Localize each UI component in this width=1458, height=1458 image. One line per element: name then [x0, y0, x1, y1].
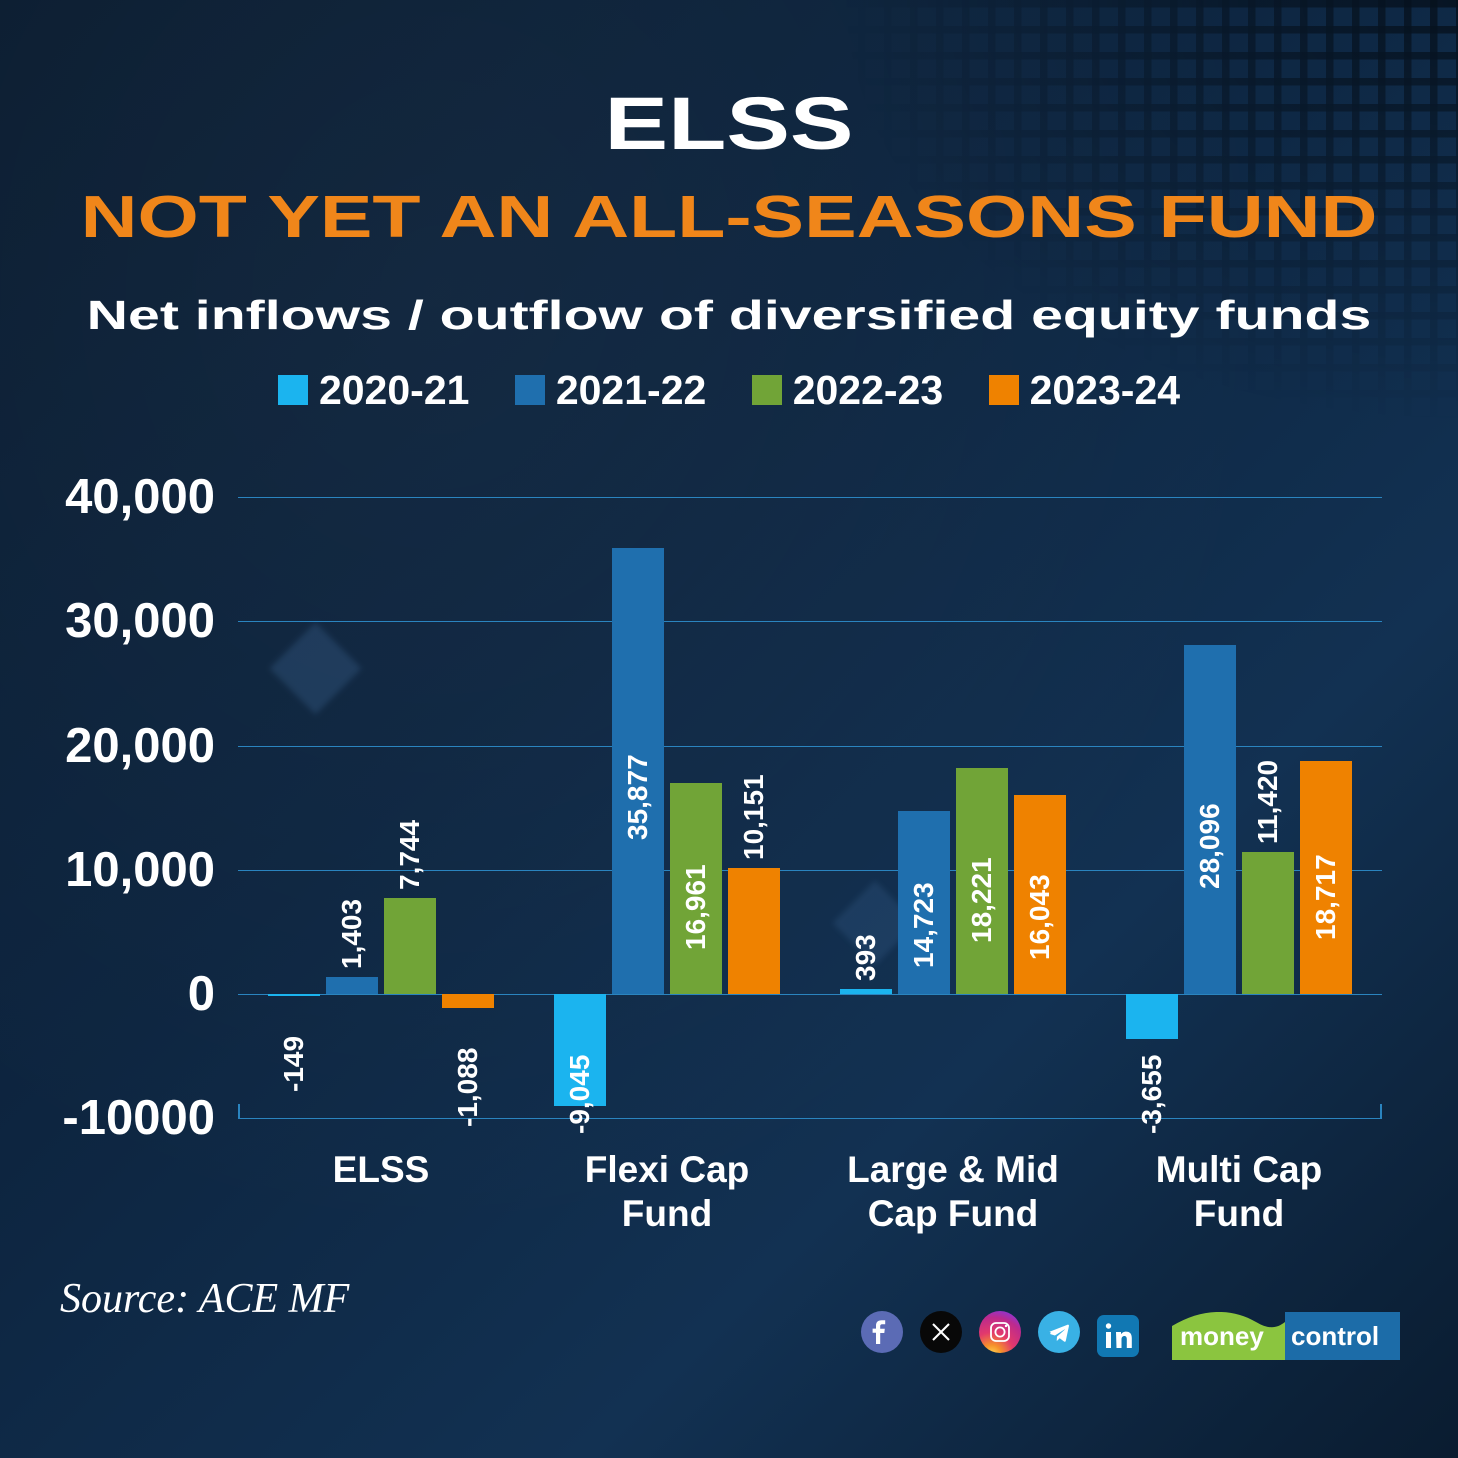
svg-text:control: control [1291, 1321, 1379, 1351]
svg-text:money: money [1180, 1321, 1264, 1351]
